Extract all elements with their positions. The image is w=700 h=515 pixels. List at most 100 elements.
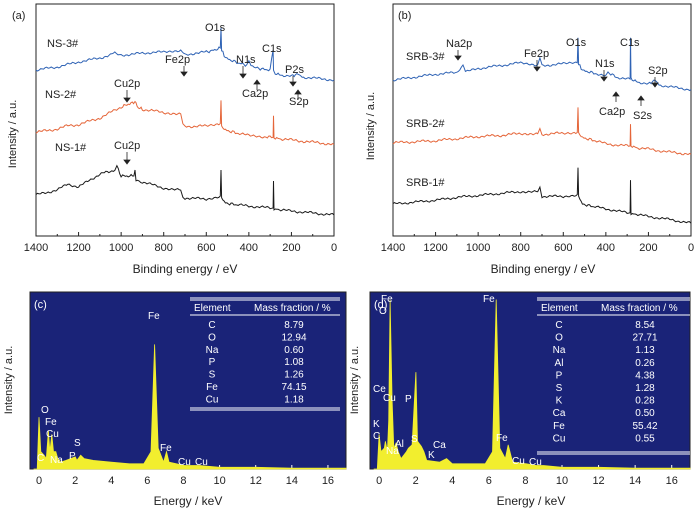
peak-label-p2s: P2s [285, 64, 304, 76]
spectrum-line-srb-3 [392, 37, 692, 92]
x-tick-label: 1400 [381, 242, 405, 254]
peak-label-fe2p: Fe2p [524, 48, 549, 60]
x-tick-label: 400 [240, 242, 258, 254]
peak-label-c1s: C1s [620, 37, 640, 49]
x-tick-label: 1200 [423, 242, 447, 254]
peak-label-cu2p-upper: Cu2p [114, 78, 140, 90]
table-c-header-mass: Mass fraction / % [254, 303, 331, 314]
table-cell-mass-fraction: 8.79 [284, 320, 304, 331]
series-label-srb3: SRB-3# [406, 51, 445, 63]
x-tick-label: 1000 [109, 242, 133, 254]
eds-spectrum-area [373, 299, 691, 470]
table-cell-element: Na [553, 345, 566, 356]
peak-label-n1s: N1s [595, 58, 615, 70]
panel-d-xlabel: Energy / keV [497, 494, 566, 508]
arrow-n1s [239, 73, 247, 79]
peak-c-fe-ka: Fe [148, 311, 160, 322]
peak-c-s: S [74, 438, 81, 449]
x-tick-label: 14 [286, 475, 298, 487]
table-d-header-element: Element [541, 303, 578, 314]
peak-label-o1s: O1s [566, 37, 587, 49]
arrow-fe2p [533, 66, 541, 72]
panel-a-xlabel: Binding energy / eV [133, 262, 238, 276]
panel-c-element-table: Element Mass fraction / % C 8.79 O 12.94 Na 0… [190, 297, 340, 411]
series-label-ns3: NS-3# [47, 38, 79, 50]
table-cell-element: O [208, 332, 216, 343]
peak-c-na: Na [50, 455, 63, 466]
table-cell-element: Cu [206, 394, 219, 405]
peak-label-c1s: C1s [262, 43, 282, 55]
peak-c-c: C [37, 453, 44, 464]
series-label-ns2: NS-2# [45, 89, 77, 101]
x-tick-label: 8 [180, 475, 186, 487]
table-cell-element: O [555, 333, 563, 344]
panel-d-peak-labels: Fe O Ce Cu K C Na Al P S Ca K Fe Fe Cu C… [373, 294, 542, 468]
panel-b-xlabel: Binding energy / eV [491, 262, 596, 276]
peak-c-p: P [69, 451, 76, 462]
table-cell-mass-fraction: 0.50 [635, 408, 655, 419]
peak-c-cu-l: Cu [46, 429, 59, 440]
table-cell-mass-fraction: 0.28 [635, 396, 655, 407]
panel-c-ylabel: Intensity / a.u. [3, 346, 15, 414]
peak-c-o: O [41, 405, 49, 416]
peak-d-ca: Ca [433, 440, 446, 451]
table-cell-element: P [209, 357, 216, 368]
spectrum-line-ns-3 [35, 27, 335, 82]
arrow-cu2p-lower [123, 159, 131, 165]
panel-d-ylabel: Intensity / a.u. [349, 346, 361, 414]
panel-c-peak-labels: C O Fe Cu Na P S Fe Fe Cu Cu [37, 311, 208, 468]
series-label-srb1: SRB-1# [406, 177, 445, 189]
peak-d-cu-ka: Cu [512, 456, 525, 467]
x-tick-label: 200 [282, 242, 300, 254]
x-tick-label: 10 [213, 475, 225, 487]
peak-c-cu-kb: Cu [195, 457, 208, 468]
x-tick-label: 16 [322, 475, 334, 487]
table-cell-element: Ca [553, 408, 566, 419]
table-cell-mass-fraction: 0.60 [284, 345, 304, 356]
spectrum-line-srb-1 [392, 167, 692, 224]
peak-d-fe-l: Fe [381, 294, 393, 305]
table-cell-mass-fraction: 1.13 [635, 345, 655, 356]
panel-c-eds-ns: Intensity / a.u. Energy / keV 0 2 4 6 8 10 12 1… [3, 291, 347, 508]
table-cell-element: S [556, 383, 563, 394]
panel-c-plot-bg [29, 291, 347, 470]
panel-a-ylabel: Intensity / a.u. [7, 100, 19, 168]
peak-label-s2p: S2p [289, 96, 309, 108]
panel-d-letter: (d) [374, 299, 387, 311]
x-tick-label: 800 [512, 242, 530, 254]
panel-c-xlabel: Energy / keV [154, 494, 223, 508]
x-tick-label: 800 [155, 242, 173, 254]
table-cell-element: K [556, 396, 563, 407]
peak-c-cu-ka: Cu [178, 457, 191, 468]
panel-b-xps-srb: Intensity / a.u. Binding energy / eV 140… [365, 3, 694, 276]
panel-a-frame [35, 3, 335, 237]
arrow-cu2p-upper [123, 97, 131, 103]
peak-label-ca2p: Ca2p [242, 88, 268, 100]
panel-b-letter: (b) [398, 10, 411, 22]
table-cell-mass-fraction: 12.94 [281, 332, 306, 343]
x-tick-label: 400 [597, 242, 615, 254]
table-cell-mass-fraction: 4.38 [635, 370, 655, 381]
peak-d-c: C [373, 431, 380, 442]
series-label-srb2: SRB-2# [406, 118, 445, 130]
table-cell-mass-fraction: 1.18 [284, 394, 304, 405]
panel-b-ylabel: Intensity / a.u. [365, 92, 377, 160]
table-cell-mass-fraction: 27.71 [632, 333, 657, 344]
peak-d-k-ka: K [428, 450, 435, 461]
peak-label-n1s: N1s [236, 54, 256, 66]
peak-d-ce: Ce [373, 384, 386, 395]
x-tick-label: 1200 [66, 242, 90, 254]
arrow-p2s [289, 81, 297, 87]
table-cell-mass-fraction: 74.15 [281, 382, 306, 393]
arrow-n1s [600, 76, 608, 82]
table-cell-element: Al [555, 358, 564, 369]
peak-label-ca2p: Ca2p [599, 106, 625, 118]
peak-label-s2p: S2p [648, 65, 668, 77]
peak-c-fe-kb: Fe [160, 443, 172, 454]
x-tick-label: 1400 [24, 242, 48, 254]
x-tick-label: 0 [688, 242, 694, 254]
table-cell-element: S [209, 370, 216, 381]
arrow-s2p [651, 82, 659, 88]
table-cell-mass-fraction: 0.26 [635, 358, 655, 369]
table-cell-mass-fraction: 1.26 [284, 370, 304, 381]
